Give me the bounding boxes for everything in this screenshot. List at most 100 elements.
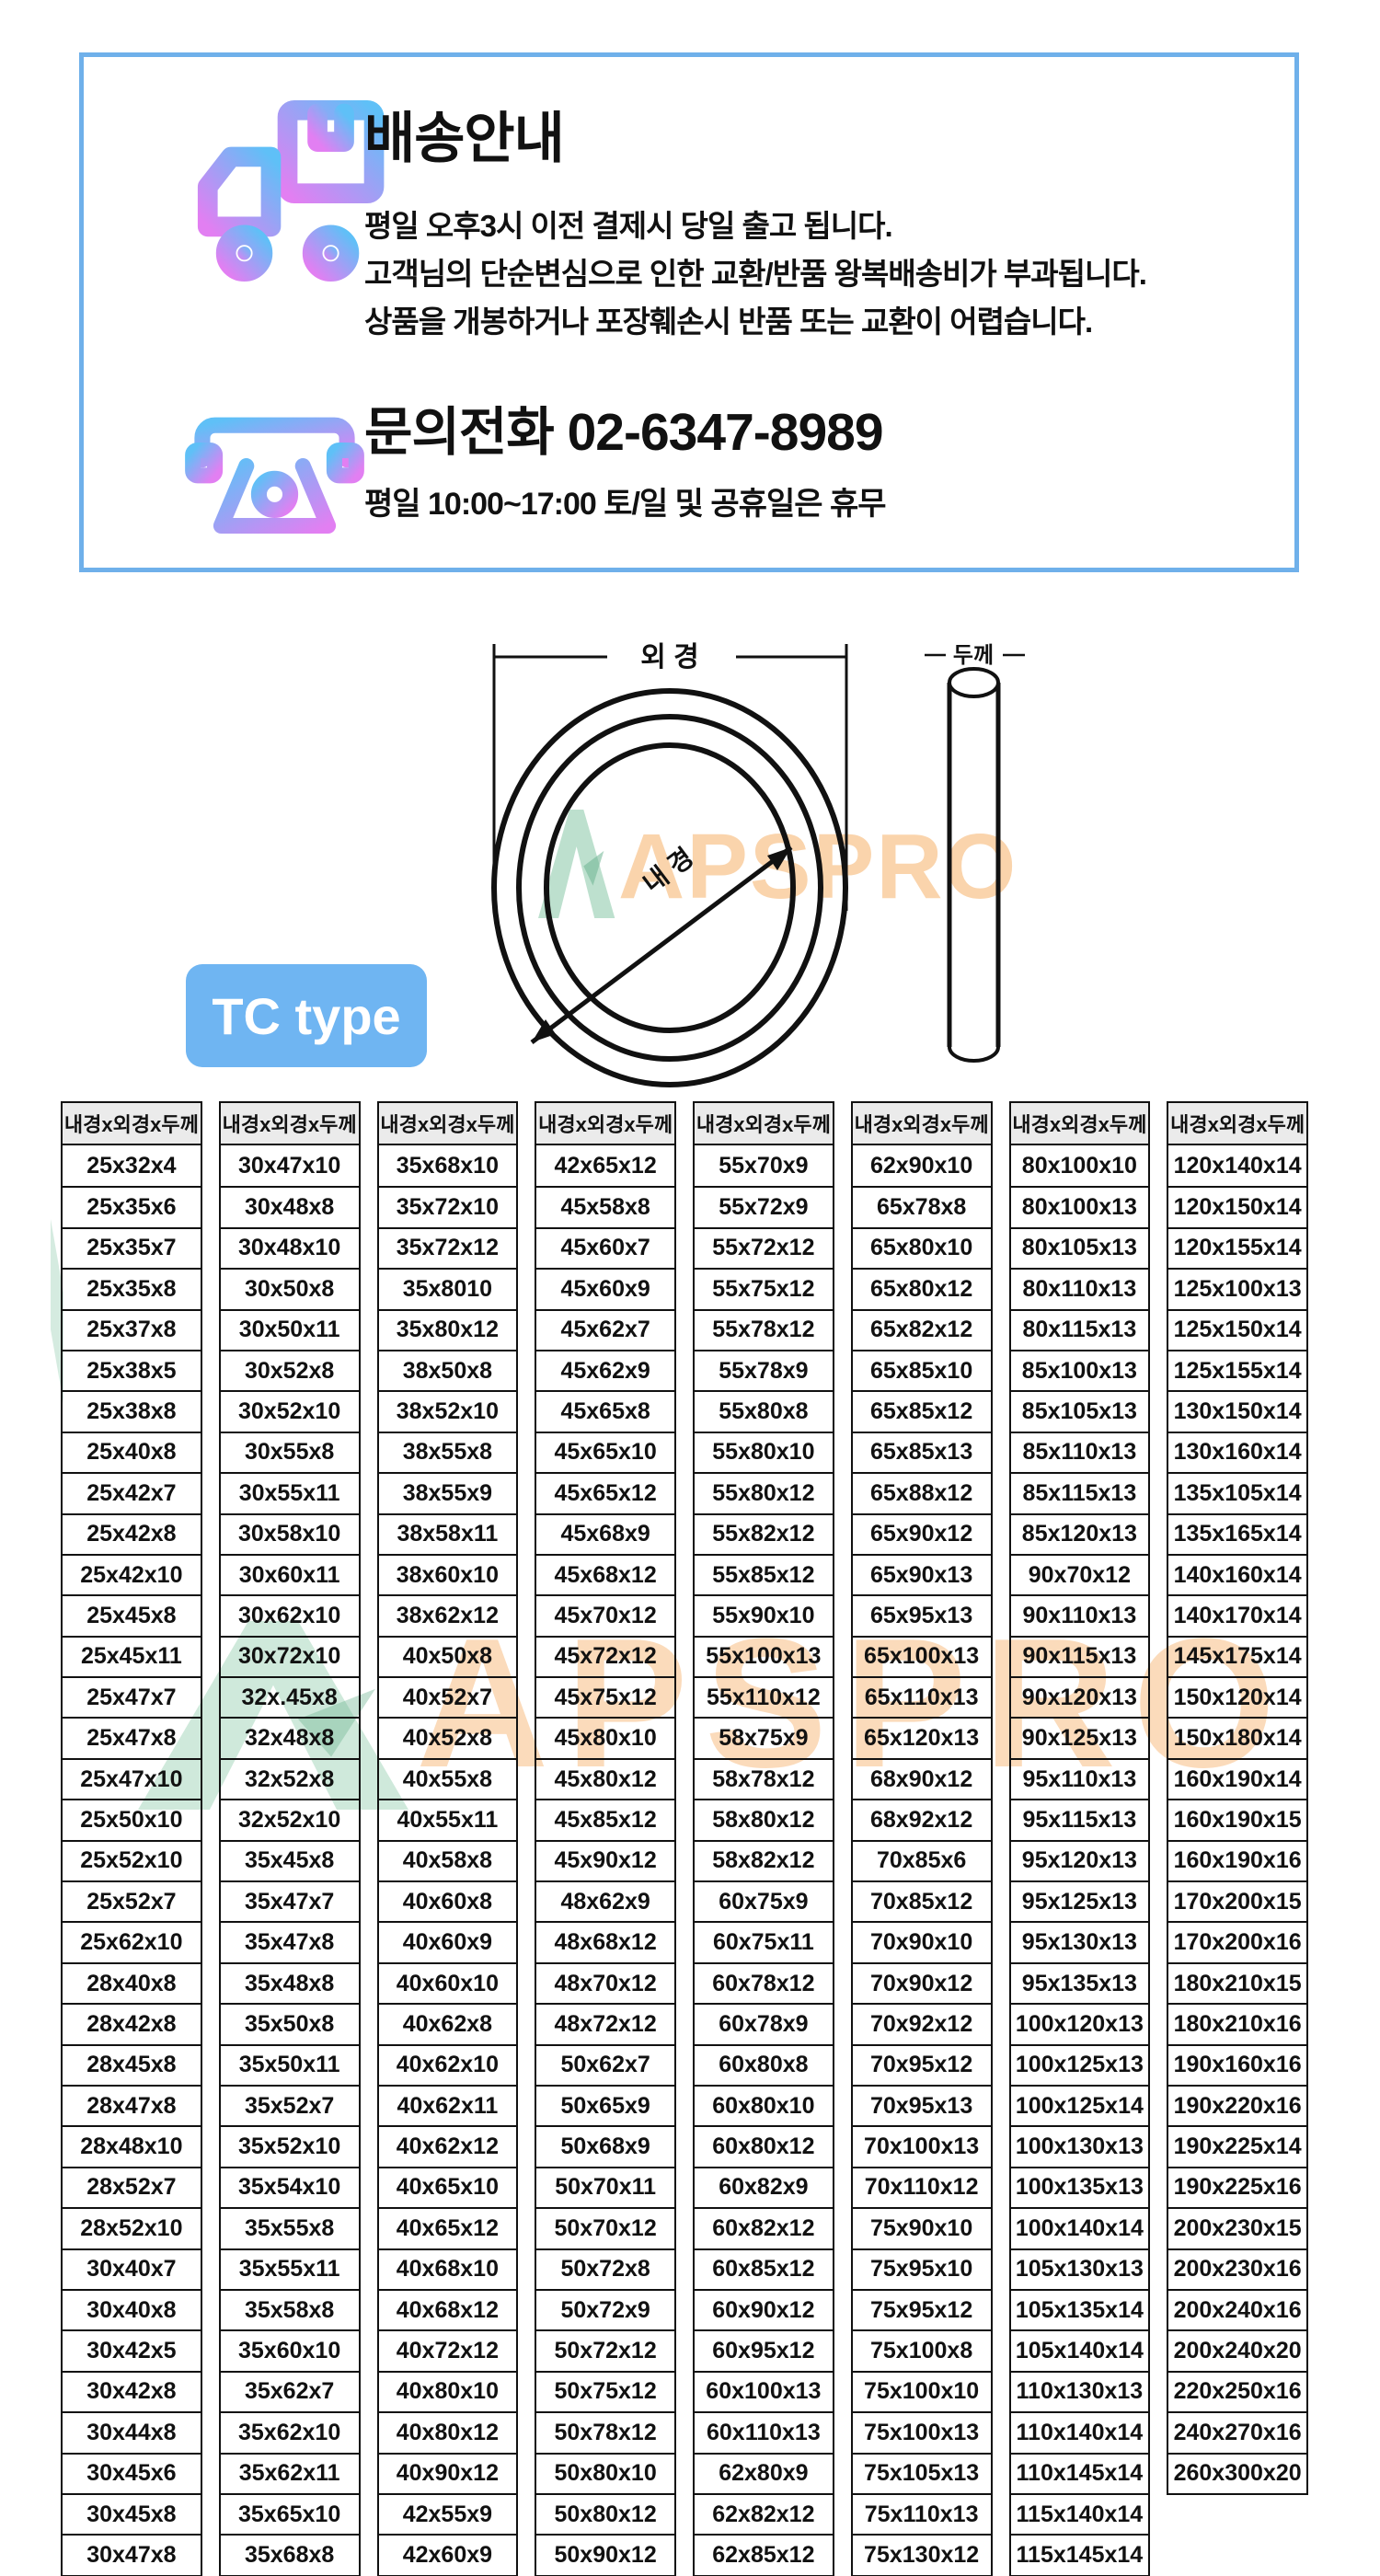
- size-cell: 30x45x6: [63, 2452, 201, 2493]
- size-cell: 42x60x9: [378, 2534, 517, 2574]
- size-cell: 70x85x12: [852, 1880, 991, 1921]
- size-cell: 35x54x10: [220, 2166, 359, 2207]
- size-cell: 30x47x8: [63, 2534, 201, 2574]
- size-cell: 25x38x8: [63, 1390, 201, 1431]
- size-cell: 65x80x12: [852, 1268, 991, 1308]
- size-cell: 50x70x12: [536, 2207, 674, 2248]
- size-cell: 65x85x10: [852, 1349, 991, 1390]
- size-cell: 40x62x11: [378, 2084, 517, 2125]
- size-cell: 120x155x14: [1168, 1226, 1306, 1268]
- table-column: 내경x외경x두께 35x68x10 35x72x10 35x72x12 35x8010 3…: [376, 1101, 519, 2576]
- size-cell: 80x110x13: [1010, 1268, 1149, 1308]
- size-cell: 38x52x10: [378, 1390, 517, 1431]
- size-cell: 35x52x7: [220, 2084, 359, 2125]
- size-cell: 28x47x8: [63, 2084, 201, 2125]
- size-cell: 75x130x12: [852, 2534, 991, 2574]
- size-cell: 40x58x8: [378, 1839, 517, 1880]
- size-cell: 100x120x13: [1010, 2003, 1149, 2043]
- size-cell: 50x72x9: [536, 2288, 674, 2329]
- size-cell: 65x85x13: [852, 1431, 991, 1472]
- size-cell: 100x125x14: [1010, 2084, 1149, 2125]
- size-cell: 55x80x12: [695, 1472, 833, 1512]
- size-cell: 35x80x12: [378, 1308, 517, 1350]
- size-cell: 240x270x16: [1168, 2411, 1306, 2452]
- size-cell: 35x62x7: [220, 2370, 359, 2411]
- size-cell: 28x40x8: [63, 1961, 201, 2003]
- size-cell: 35x68x8: [220, 2534, 359, 2574]
- size-cell: 170x200x15: [1168, 1880, 1306, 1921]
- size-cell: 45x65x10: [536, 1431, 674, 1472]
- size-cell: 40x65x10: [378, 2166, 517, 2207]
- size-cell: 100x140x14: [1010, 2207, 1149, 2248]
- size-cell: 50x80x10: [536, 2452, 674, 2493]
- table-column: 내경x외경x두께 25x32x4 25x35x6 25x35x7 25x35x8 25x3…: [61, 1101, 202, 2576]
- column-header: 내경x외경x두께: [378, 1103, 517, 1145]
- size-cell: 110x130x13: [1010, 2370, 1149, 2411]
- size-cell: 48x72x12: [536, 2003, 674, 2043]
- contact-phone: 문의전화 02-6347-8989: [364, 403, 884, 462]
- size-cell: 65x95x13: [852, 1594, 991, 1635]
- column-header: 내경x외경x두께: [695, 1103, 833, 1145]
- size-cell: 45x58x8: [536, 1186, 674, 1226]
- size-cell: 85x110x13: [1010, 1431, 1149, 1472]
- size-cell: 25x47x8: [63, 1717, 201, 1757]
- size-cell: 45x68x12: [536, 1553, 674, 1594]
- size-cell: 95x130x13: [1010, 1921, 1149, 1961]
- size-cell: 90x125x13: [1010, 1717, 1149, 1757]
- size-cell: 35x47x7: [220, 1880, 359, 1921]
- size-cell: 45x72x12: [536, 1635, 674, 1676]
- size-cell: 30x52x10: [220, 1390, 359, 1431]
- size-cell: 105x135x14: [1010, 2288, 1149, 2329]
- size-cell: 65x82x12: [852, 1308, 991, 1350]
- size-cell: 60x80x10: [695, 2084, 833, 2125]
- size-cell: 25x52x10: [63, 1839, 201, 1880]
- size-cell: 130x150x14: [1168, 1390, 1306, 1431]
- size-cell: 100x135x13: [1010, 2166, 1149, 2207]
- size-cell: 25x35x8: [63, 1268, 201, 1308]
- size-cell: 75x105x13: [852, 2452, 991, 2493]
- table-column: 내경x외경x두께 42x65x12 45x58x8 45x60x7 45x60x9 45x…: [535, 1101, 676, 2576]
- size-cell: 40x52x7: [378, 1676, 517, 1717]
- size-cell: 35x50x11: [220, 2043, 359, 2085]
- size-cell: 95x115x13: [1010, 1799, 1149, 1839]
- size-cell: 160x190x16: [1168, 1839, 1306, 1880]
- size-cell: 48x62x9: [536, 1880, 674, 1921]
- size-cell: 70x85x6: [852, 1839, 991, 1880]
- size-cell: 35x45x8: [220, 1839, 359, 1880]
- table-column: 내경x외경x두께 30x47x10 30x48x8 30x48x10 30x50x8 30…: [218, 1101, 361, 2576]
- size-cell: 55x72x9: [695, 1186, 833, 1226]
- size-cell: 35x8010: [378, 1268, 517, 1308]
- size-cell: 25x62x10: [63, 1921, 201, 1961]
- size-cell: 60x78x12: [695, 1961, 833, 2003]
- size-cell: 30x58x10: [220, 1512, 359, 1554]
- size-cell: 45x65x8: [536, 1390, 674, 1431]
- size-cell: 35x48x8: [220, 1961, 359, 2003]
- size-cell: 130x160x14: [1168, 1431, 1306, 1472]
- size-cell: 25x47x7: [63, 1676, 201, 1717]
- size-cell: 65x80x10: [852, 1226, 991, 1268]
- size-cell: 110x140x14: [1010, 2411, 1149, 2452]
- size-cell: 125x150x14: [1168, 1308, 1306, 1350]
- size-cell: 115x140x14: [1010, 2492, 1149, 2534]
- size-cell: 40x65x12: [378, 2207, 517, 2248]
- size-cell: 50x75x12: [536, 2370, 674, 2411]
- size-cell: 25x38x5: [63, 1349, 201, 1390]
- size-cell: 50x90x12: [536, 2534, 674, 2574]
- size-cell: 50x72x8: [536, 2248, 674, 2289]
- shipping-title: 배송안내: [364, 108, 565, 169]
- size-cell: 35x65x10: [220, 2492, 359, 2534]
- shipping-notes: 평일 오후3시 이전 결제시 당일 출고 됩니다. 고객님의 단순변심으로 인한…: [364, 202, 1147, 346]
- size-cell: 160x190x14: [1168, 1757, 1306, 1799]
- size-cell: 30x48x8: [220, 1186, 359, 1226]
- size-cell: 60x95x12: [695, 2329, 833, 2370]
- size-cell: 45x80x12: [536, 1757, 674, 1799]
- size-cell: 145x175x14: [1168, 1635, 1306, 1676]
- size-cell: 28x52x7: [63, 2166, 201, 2207]
- size-cell: 30x40x7: [63, 2248, 201, 2289]
- size-cell: 65x90x12: [852, 1512, 991, 1554]
- size-cell: 150x120x14: [1168, 1676, 1306, 1717]
- size-cell: 60x90x12: [695, 2288, 833, 2329]
- size-cell: 35x68x10: [396, 1152, 499, 1179]
- size-cell: 40x60x8: [378, 1880, 517, 1921]
